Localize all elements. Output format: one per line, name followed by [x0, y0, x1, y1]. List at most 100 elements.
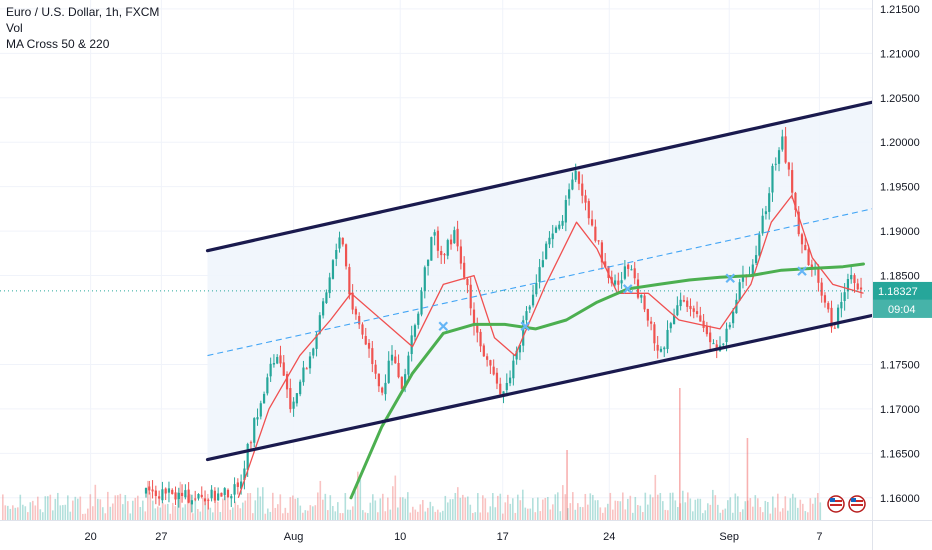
candle-body [833, 327, 836, 329]
price-tag-value: 1.18327 [878, 286, 918, 298]
candle-body [771, 165, 774, 193]
volume-bar [344, 493, 347, 520]
volume-bar [592, 494, 594, 520]
legend-volume[interactable]: Vol [6, 21, 23, 35]
volume-bar [767, 501, 769, 520]
volume-bar [454, 492, 457, 520]
candle-body [256, 417, 259, 420]
candle-body [623, 266, 626, 279]
flag-icons[interactable] [827, 495, 866, 513]
volume-bar [819, 502, 822, 520]
volume-bar [484, 498, 487, 520]
volume-bar [739, 511, 742, 520]
volume-bar [197, 509, 199, 520]
volume-bar [704, 510, 707, 520]
candle-body [820, 282, 823, 296]
volume-bar [619, 501, 622, 520]
candle-body [433, 232, 436, 236]
candle-body [676, 305, 679, 316]
candle-body [859, 287, 863, 290]
candle-body [210, 489, 213, 499]
volume-bar [377, 512, 379, 520]
volume-bar [509, 503, 512, 520]
volume-bar [74, 496, 77, 520]
volume-bar [219, 511, 222, 520]
volume-bar [504, 502, 507, 520]
candle-body [174, 492, 177, 500]
candle-body [305, 368, 308, 370]
ma-220-line [349, 262, 865, 500]
volume-bar [152, 500, 154, 520]
volume-bar [27, 512, 29, 520]
volume-bar [744, 501, 747, 520]
chart-legend: Euro / U.S. Dollar, 1h, FXCM Vol MA Cros… [6, 4, 159, 52]
volume-bar [242, 502, 244, 520]
candle-body [738, 282, 741, 301]
candle-body [299, 381, 302, 395]
volume-bar [252, 513, 254, 520]
volume-bar [677, 507, 679, 520]
volume-bar [422, 499, 424, 520]
volume-bar [622, 492, 624, 520]
volume-bar [729, 497, 732, 520]
legend-title[interactable]: Euro / U.S. Dollar, 1h, FXCM [6, 5, 160, 19]
volume-bar [609, 492, 612, 520]
volume-bar [62, 505, 64, 520]
volume-bar [337, 502, 339, 520]
volume-bar [427, 507, 429, 520]
volume-bar [519, 500, 522, 520]
volume-bar [604, 507, 607, 520]
volume-bar [132, 500, 134, 520]
volume-bar [709, 504, 712, 520]
volume-bar [399, 497, 402, 520]
volume-bar [272, 492, 274, 520]
volume-bar [284, 507, 287, 520]
candle-body [220, 492, 223, 497]
channel-lines[interactable] [205, 100, 885, 462]
volume-bar [424, 511, 427, 520]
volume-bar [817, 493, 819, 520]
volume-bar [202, 497, 204, 520]
volume-bar [107, 491, 109, 520]
volume-bar [594, 500, 597, 520]
volume-bar [192, 513, 194, 520]
volume-bar [59, 505, 62, 520]
candle-body [335, 250, 338, 259]
volume-bar [462, 494, 464, 520]
candle-body [561, 220, 564, 226]
candle-body [246, 443, 249, 470]
volume-bar [79, 496, 82, 520]
candle-body [659, 348, 663, 352]
volume-bar [214, 498, 217, 520]
candle-body [463, 262, 466, 278]
volume-bar [632, 512, 634, 520]
volume-bar [149, 492, 152, 520]
volume-bar [547, 496, 549, 520]
y-tick-label: 1.16500 [880, 448, 920, 460]
volume-bar [357, 471, 359, 520]
volume-bar [259, 496, 262, 520]
volume-bar [702, 513, 704, 520]
volume-bar [244, 500, 247, 520]
volume-bar [189, 494, 192, 520]
candle-body [279, 355, 282, 364]
volume-bar [47, 496, 49, 520]
candle-body [413, 325, 417, 337]
volume-bar [234, 501, 237, 520]
candle-body [308, 356, 312, 369]
volume-bar [654, 474, 657, 520]
volume-bar [452, 499, 454, 520]
volume-bar [369, 502, 372, 520]
volume-bar [249, 493, 252, 520]
legend-ma-cross[interactable]: MA Cross 50 & 220 [6, 37, 110, 51]
volume-bar [699, 498, 702, 520]
candle-body [469, 284, 472, 309]
candle-body [331, 260, 335, 279]
volume-bar [537, 497, 539, 520]
candle-body [646, 308, 649, 321]
volume-bar [367, 513, 369, 520]
volume-bar [769, 513, 772, 520]
volume-bar [124, 494, 127, 520]
